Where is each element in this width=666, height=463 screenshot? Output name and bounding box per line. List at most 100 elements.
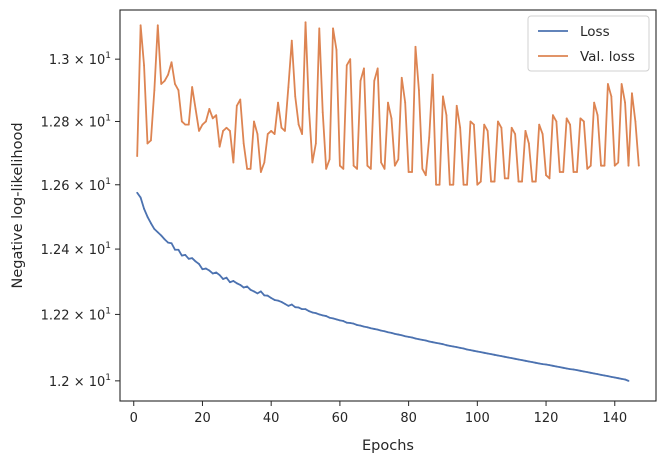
data-point-loss-68 <box>366 326 369 329</box>
data-point-loss-143 <box>624 378 626 381</box>
data-point-loss-27 <box>225 276 228 279</box>
data-point-val-loss-106 <box>497 120 499 123</box>
data-point-loss-11 <box>170 242 173 245</box>
data-point-loss-111 <box>514 357 517 360</box>
data-point-val-loss-63 <box>349 58 352 61</box>
data-point-loss-29 <box>232 280 235 282</box>
data-point-loss-73 <box>383 330 386 333</box>
legend-box <box>527 15 650 72</box>
data-point-loss-141 <box>617 377 620 380</box>
data-point-val-loss-100 <box>476 183 479 186</box>
data-point-val-loss-129 <box>576 171 578 173</box>
data-point-val-loss-104 <box>490 180 492 183</box>
data-point-loss-122 <box>552 364 554 367</box>
data-point-loss-91 <box>445 344 448 347</box>
data-point-val-loss-54 <box>318 27 321 30</box>
data-point-loss-137 <box>603 374 606 377</box>
data-point-val-loss-82 <box>414 45 417 48</box>
data-point-loss-86 <box>428 340 431 343</box>
series-loss <box>136 191 630 382</box>
data-point-loss-102 <box>483 351 486 354</box>
y-axis-label: Negative log-likelihood <box>10 122 26 288</box>
data-point-loss-136 <box>600 373 602 376</box>
data-point-val-loss-146 <box>634 120 637 123</box>
data-point-val-loss-33 <box>246 167 249 170</box>
data-point-loss-9 <box>163 238 166 241</box>
data-point-loss-99 <box>473 349 475 352</box>
data-point-val-loss-138 <box>607 83 609 85</box>
data-point-val-loss-58 <box>332 27 334 30</box>
data-point-val-loss-64 <box>352 164 355 167</box>
series-line-loss <box>136 192 629 382</box>
data-point-val-loss-57 <box>328 158 331 161</box>
legend-label-loss: Loss <box>580 24 610 40</box>
data-point-loss-106 <box>497 354 499 357</box>
data-point-loss-84 <box>421 338 424 341</box>
y-tick-label-1.3: 1.3 × 101 <box>49 51 111 68</box>
data-point-val-loss-25 <box>218 145 221 148</box>
data-point-loss-126 <box>565 367 568 370</box>
data-point-val-loss-56 <box>325 167 328 170</box>
data-point-val-loss-36 <box>256 133 259 135</box>
data-point-val-loss-83 <box>418 89 420 92</box>
data-point-val-loss-15 <box>184 123 187 126</box>
data-point-loss-135 <box>596 373 599 376</box>
data-point-val-loss-65 <box>356 167 358 170</box>
data-point-val-loss-69 <box>369 167 372 170</box>
data-point-val-loss-17 <box>191 86 194 88</box>
data-point-val-loss-29 <box>232 161 235 164</box>
data-point-val-loss-44 <box>284 130 286 132</box>
y-tick-label-1.22: 1.22 × 101 <box>41 306 111 323</box>
data-point-loss-5 <box>150 222 152 225</box>
data-point-val-loss-92 <box>448 183 451 186</box>
data-point-loss-35 <box>253 290 255 293</box>
data-point-val-loss-109 <box>507 177 510 180</box>
data-point-loss-96 <box>462 347 465 350</box>
data-point-loss-98 <box>469 349 472 352</box>
data-point-val-loss-134 <box>593 101 596 104</box>
data-point-loss-92 <box>448 344 451 347</box>
x-tick-label-40: 40 <box>263 411 280 426</box>
data-point-loss-59 <box>335 318 338 321</box>
data-point-val-loss-45 <box>287 86 290 88</box>
data-point-loss-25 <box>218 274 221 276</box>
data-point-val-loss-87 <box>431 73 434 76</box>
data-point-loss-139 <box>610 375 613 378</box>
data-point-val-loss-8 <box>160 83 163 85</box>
data-point-loss-24 <box>215 271 218 274</box>
data-point-val-loss-136 <box>600 164 602 167</box>
data-point-val-loss-133 <box>589 164 592 167</box>
data-point-loss-60 <box>339 319 341 322</box>
x-tick-label-100: 100 <box>465 411 490 426</box>
data-point-loss-85 <box>424 339 427 342</box>
data-point-val-loss-46 <box>290 39 293 42</box>
data-point-val-loss-31 <box>239 98 242 101</box>
data-point-loss-93 <box>452 345 455 348</box>
data-point-loss-28 <box>229 281 231 284</box>
data-point-val-loss-6 <box>153 89 156 92</box>
data-point-val-loss-90 <box>442 95 444 98</box>
data-point-val-loss-2 <box>139 24 142 27</box>
data-point-loss-83 <box>418 338 420 341</box>
data-point-loss-47 <box>294 306 297 309</box>
data-point-val-loss-98 <box>469 120 472 123</box>
data-point-val-loss-76 <box>393 164 396 167</box>
data-point-val-loss-11 <box>170 61 173 64</box>
data-point-loss-19 <box>198 263 200 265</box>
data-point-val-loss-130 <box>579 117 582 120</box>
data-point-val-loss-38 <box>263 161 266 164</box>
data-point-val-loss-141 <box>617 161 620 164</box>
y-tick-label-1.24: 1.24 × 101 <box>41 241 111 258</box>
series-val-loss <box>136 21 640 186</box>
data-point-loss-44 <box>284 303 286 305</box>
data-point-val-loss-47 <box>294 95 297 98</box>
data-point-loss-124 <box>558 366 561 369</box>
x-tick-label-20: 20 <box>194 411 211 426</box>
data-point-val-loss-7 <box>156 24 159 27</box>
data-point-loss-79 <box>404 335 407 338</box>
data-point-loss-56 <box>325 315 328 317</box>
data-point-loss-115 <box>527 360 530 363</box>
x-tick-label-80: 80 <box>400 411 417 426</box>
data-point-val-loss-61 <box>342 167 345 170</box>
data-point-val-loss-13 <box>177 89 180 92</box>
